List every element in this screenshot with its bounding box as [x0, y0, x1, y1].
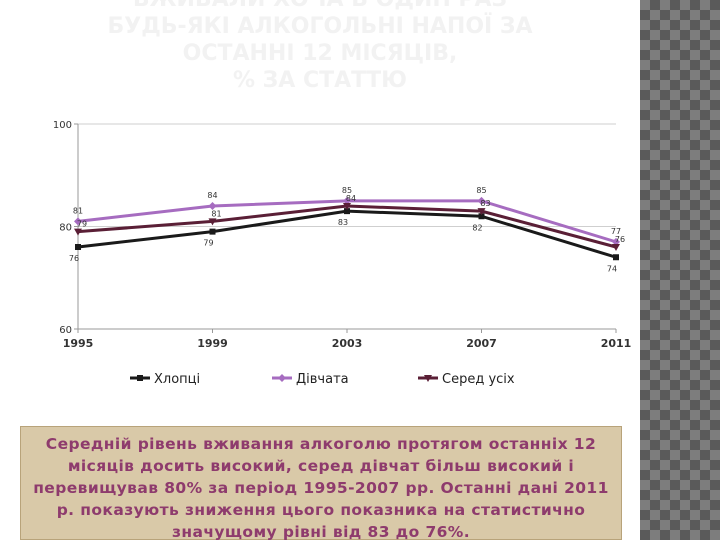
series-2-data-label-2: 84 [346, 194, 356, 203]
series-0-data-label-1: 79 [203, 239, 213, 248]
y-tick-label-80: 80 [59, 223, 72, 234]
series-0-point-0 [75, 244, 81, 250]
x-tick-label-1995: 1995 [63, 337, 94, 350]
series-1-data-label-3: 85 [476, 186, 486, 195]
legend-label-1: Дівчата [296, 372, 349, 387]
legend-marker-0 [137, 375, 143, 381]
series-1-point-2 [343, 196, 351, 205]
decorative-pattern-strip [640, 0, 720, 540]
x-tick-label-2011: 2011 [601, 337, 632, 350]
y-tick-label-100: 100 [53, 120, 72, 131]
series-2-data-label-1: 81 [211, 209, 221, 218]
series-2-point-2 [343, 203, 351, 210]
series-0-point-3 [478, 213, 485, 220]
series-1-data-label-1: 84 [207, 191, 217, 200]
series-0-data-label-4: 74 [607, 264, 617, 273]
series-1-point-3 [477, 196, 486, 205]
x-tick-label-2003: 2003 [332, 337, 363, 350]
legend-marker-1 [278, 374, 286, 382]
slide-title: ВЖИВАЛИ ХОЧА Б ОДИН РАЗ БУДЬ-ЯКІ АЛКОГОЛ… [40, 0, 600, 110]
series-0-data-label-3: 82 [472, 223, 482, 232]
series-2-data-label-4: 76 [615, 235, 625, 244]
caption-text: Середній рівень вживання алкоголю протяг… [33, 435, 609, 541]
caption-box: Середній рівень вживання алкоголю протяг… [20, 426, 622, 541]
series-2-point-0 [74, 228, 82, 236]
series-0-point-1 [209, 228, 216, 235]
series-2-data-label-0: 79 [77, 220, 87, 229]
series-0-point-4 [613, 254, 619, 261]
series-0-point-2 [344, 208, 350, 215]
series-1-point-4 [612, 237, 620, 246]
series-2-point-1 [208, 218, 217, 226]
series-2-point-4 [612, 244, 620, 251]
legend-label-0: Хлопці [154, 372, 200, 387]
series-1-data-label-0: 81 [73, 206, 83, 215]
series-0-data-label-2: 83 [338, 218, 348, 227]
title-line-3: ОСТАННІ 12 МІСЯЦІВ, [182, 41, 458, 66]
series-0-data-label-0: 76 [69, 254, 79, 263]
series-1-point-0 [74, 217, 82, 226]
x-tick-label-1999: 1999 [197, 337, 228, 350]
legend-label-2: Серед усіх [442, 372, 515, 387]
y-tick-label-60: 60 [59, 325, 72, 336]
x-tick-label-2007: 2007 [466, 337, 497, 350]
series-2-point-3 [477, 208, 486, 216]
series-2-data-label-3: 83 [480, 199, 490, 208]
series-1-data-label-2: 85 [342, 186, 352, 195]
title-line-2: БУДЬ-ЯКІ АЛКОГОЛЬНІ НАПОЇ ЗА [107, 14, 533, 39]
legend-marker-2 [424, 375, 432, 382]
title-line-4: % ЗА СТАТТЮ [232, 68, 408, 93]
series-1-point-1 [208, 202, 217, 210]
series-1-data-label-4: 77 [611, 227, 621, 236]
line-chart: 60 80 100 1995 1999 2003 2007 2011 76 79 83 82 74 81 8… [53, 120, 632, 387]
title-line-1: ВЖИВАЛИ ХОЧА Б ОДИН РАЗ [40, 0, 600, 13]
